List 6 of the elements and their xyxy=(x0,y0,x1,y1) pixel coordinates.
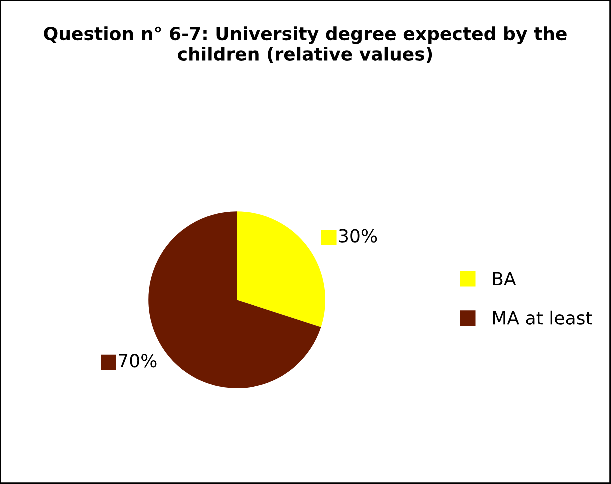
data-label: 70% xyxy=(119,354,157,368)
pie-slice xyxy=(237,212,326,328)
legend-label: BA xyxy=(493,272,516,286)
legend-label: MA at least xyxy=(493,310,592,325)
chart-title: Question n° 6-7: University degree expected by the children (relative values) xyxy=(44,26,567,64)
data-label: 30% xyxy=(339,229,378,243)
